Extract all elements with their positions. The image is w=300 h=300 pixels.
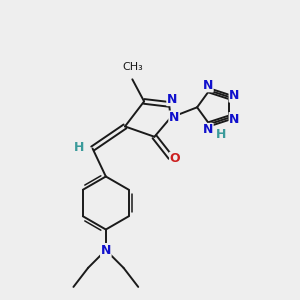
Text: N: N — [203, 79, 213, 92]
Text: N: N — [229, 89, 240, 102]
Text: N: N — [229, 113, 240, 126]
Text: N: N — [100, 244, 111, 256]
Text: O: O — [170, 152, 180, 165]
Text: N: N — [169, 111, 179, 124]
Text: H: H — [216, 128, 226, 141]
Text: CH₃: CH₃ — [122, 62, 143, 72]
Text: H: H — [74, 141, 85, 154]
Text: N: N — [167, 93, 177, 106]
Text: N: N — [203, 124, 213, 136]
